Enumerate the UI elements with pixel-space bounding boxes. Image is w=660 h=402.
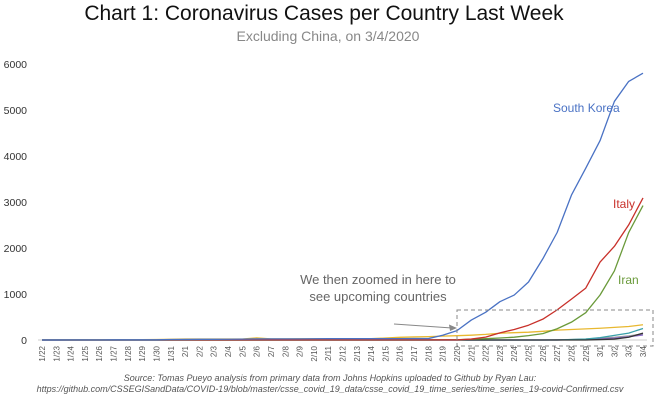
x-tick-label: 1/22 [38,345,47,361]
x-tick-label: 1/26 [95,345,104,361]
x-tick-label: 2/10 [310,345,319,361]
x-tick-label: 2/3 [210,345,219,357]
y-tick-label: 2000 [4,243,28,255]
x-tick-label: 2/22 [482,345,491,361]
x-tick-label: 1/31 [167,345,176,361]
x-tick-label: 1/27 [110,345,119,361]
x-tick-label: 2/1 [181,345,190,357]
y-tick-label: 3000 [4,197,28,209]
annotation-line-2: see upcoming countries [309,289,447,304]
series-layer [42,72,644,341]
x-tick-label: 2/18 [424,345,433,361]
y-tick-label: 5000 [4,105,28,117]
source-line-1: Source: Tomas Pueyo analysis from primar… [123,373,537,383]
source-line-2: https://github.com/CSSEGISandData/COVID-… [36,384,624,394]
x-tick-label: 2/21 [467,345,476,361]
x-tick-label: 2/29 [582,345,591,361]
x-tick-label: 2/13 [353,345,362,361]
x-tick-label: 3/1 [596,345,605,357]
x-tick-label: 2/17 [410,345,419,361]
south-korea-line [42,72,644,341]
chart-title-text: Chart 1: Coronavirus Cases per Country L… [84,2,564,25]
x-tick-label: 1/30 [152,345,161,361]
zoom-region-box [456,309,654,347]
x-tick-label: 2/19 [439,345,448,361]
x-tick-label: 3/4 [639,345,648,357]
x-tick-label: 2/4 [224,345,233,357]
chart-subtitle-text: Excluding China, on 3/4/2020 [236,28,420,44]
y-tick-label: 4000 [4,151,28,163]
italy-line [42,197,644,341]
x-tick-label: 2/25 [525,345,534,361]
x-tick-label: 3/2 [610,345,619,357]
y-tick-label: 1000 [4,289,28,301]
y-tick-label: 0 [21,335,27,347]
chart-subtitle: Excluding China, on 3/4/2020 [0,28,660,44]
iran-label: Iran [618,273,639,287]
x-tick-label: 2/12 [339,345,348,361]
source-note: Source: Tomas Pueyo analysis from primar… [0,373,660,395]
x-tick-label: 2/28 [567,345,576,361]
series-3-line [42,324,644,341]
x-tick-label: 2/27 [553,345,562,361]
x-tick-label: 2/2 [195,345,204,357]
x-tick-label: 1/28 [124,345,133,361]
axis-layer: 0 1000 2000 3000 4000 5000 6000 1/22 1/23 1/24 1/2… [4,59,648,362]
annotation-arrow [393,323,453,329]
x-tick-label: 2/26 [539,345,548,361]
x-tick-label: 2/20 [453,345,462,361]
x-tick-label: 1/23 [52,345,61,361]
annotation-line-1: We then zoomed in here to [300,272,456,287]
x-tick-label: 1/25 [81,345,90,361]
x-tick-label: 2/24 [510,345,519,361]
x-tick-label: 2/15 [381,345,390,361]
x-tick-label: 3/3 [625,345,634,357]
italy-label: Italy [613,197,635,211]
x-tick-label: 2/9 [296,345,305,357]
annotation-arrowhead [449,324,457,331]
x-tick-label: 2/8 [281,345,290,357]
x-tick-label: 2/7 [267,345,276,357]
x-tick-label: 2/14 [367,345,376,361]
x-tick-label: 2/16 [396,345,405,361]
label-layer: South Korea Italy Iran [553,101,639,287]
south-korea-label: South Korea [553,101,620,115]
x-tick-label: 2/11 [324,345,333,361]
x-tick-label: 2/6 [253,345,262,357]
x-tick-label: 2/5 [238,345,247,357]
chart-title: Chart 1: Coronavirus Cases per Country L… [0,2,660,26]
x-tick-label: 1/29 [138,345,147,361]
y-tick-label: 6000 [4,59,28,71]
x-tick-label: 2/23 [496,345,505,361]
x-tick-label: 1/24 [67,345,76,361]
